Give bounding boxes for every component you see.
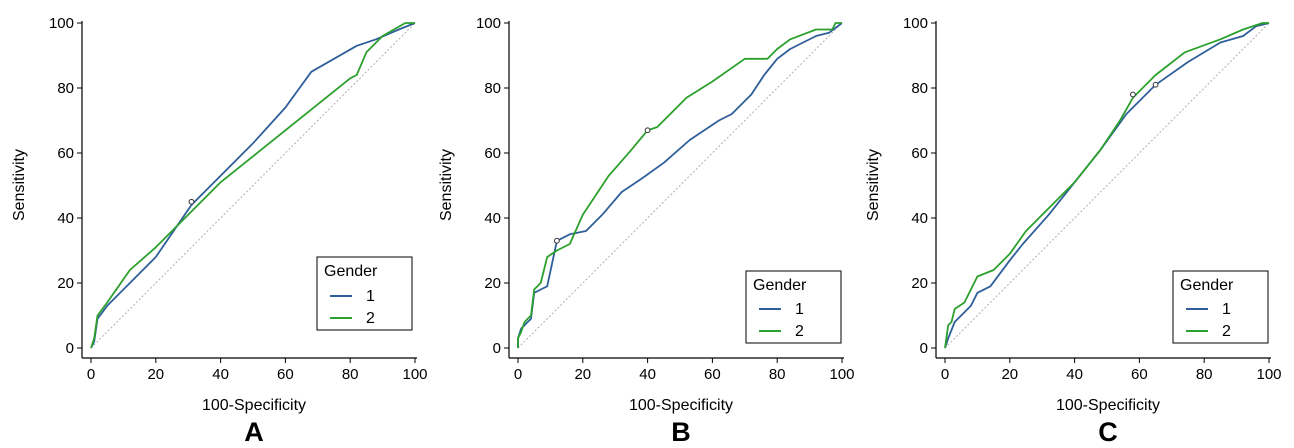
y-tick-label: 40 <box>57 210 74 227</box>
plot-area: 0 20 40 60 80 100 0 20 40 60 80 100 <box>476 15 855 383</box>
reference-diagonal-line <box>944 22 1270 349</box>
legend-label-series-1: 1 <box>366 288 375 305</box>
y-tick-label: 40 <box>911 210 928 227</box>
legend-label-series-2: 2 <box>795 323 804 340</box>
x-tick-label: 80 <box>342 366 359 383</box>
x-axis-title: 100-Specificity <box>629 397 733 414</box>
y-tick-label: 100 <box>476 15 501 32</box>
y-axis-title: Sensitivity <box>865 149 882 221</box>
y-tick-label: 80 <box>484 80 501 97</box>
x-tick-label: 0 <box>514 366 522 383</box>
y-tick-label: 100 <box>49 15 74 32</box>
y-tick-label: 80 <box>57 80 74 97</box>
legend-title: Gender <box>324 263 378 280</box>
x-tick-label: 0 <box>87 366 95 383</box>
x-tick-label: 60 <box>704 366 721 383</box>
y-tick-label: 100 <box>903 15 928 32</box>
x-axis-title: 100-Specificity <box>1056 397 1160 414</box>
legend-title: Gender <box>753 277 807 294</box>
x-tick-label: 100 <box>1256 366 1281 383</box>
cutoff-marker-series-1 <box>553 237 560 244</box>
cutoff-marker-series-1 <box>1152 81 1159 88</box>
x-tick-label: 40 <box>1066 366 1083 383</box>
x-tick-label: 80 <box>1196 366 1213 383</box>
plot-area: 0 20 40 60 80 100 0 20 40 60 80 100 <box>903 15 1282 383</box>
legend: Gender 1 2 <box>745 270 842 344</box>
y-axis-title: Sensitivity <box>11 149 28 221</box>
x-tick-label: 60 <box>1131 366 1148 383</box>
reference-diagonal-line <box>517 22 843 349</box>
panel-letter: B <box>671 417 691 443</box>
cutoff-marker-series-1 <box>188 198 195 205</box>
plot-area: 0 20 40 60 80 100 0 20 40 60 80 100 <box>49 15 428 383</box>
x-tick-label: 20 <box>1001 366 1018 383</box>
x-tick-label: 20 <box>574 366 591 383</box>
roc-curve-series-1 <box>90 22 416 349</box>
cutoff-marker-series-2 <box>644 127 651 134</box>
panel-b: 0 20 40 60 80 100 0 20 40 60 80 100 100-Specificity… <box>438 15 855 447</box>
panel-c: 0 20 40 60 80 100 0 20 40 60 80 100 100-Specificity… <box>865 15 1282 447</box>
y-tick-label: 60 <box>57 145 74 162</box>
x-axis-title: 100-Specificity <box>202 397 306 414</box>
legend-title: Gender <box>1180 277 1234 294</box>
roc-curve-series-2 <box>90 22 415 349</box>
y-tick-label: 60 <box>911 145 928 162</box>
y-tick-label: 0 <box>66 340 74 357</box>
panel-letter: A <box>244 417 264 443</box>
y-tick-label: 40 <box>484 210 501 227</box>
legend-label-series-2: 2 <box>366 310 375 327</box>
panel-a: 0 20 40 60 80 100 0 20 40 60 80 100 100-Specificity… <box>11 15 428 447</box>
y-tick-label: 20 <box>484 275 501 292</box>
y-tick-label: 20 <box>57 275 74 292</box>
legend: Gender 1 2 <box>1172 270 1269 344</box>
roc-curve-series-1 <box>517 22 843 348</box>
y-tick-label: 60 <box>484 145 501 162</box>
reference-diagonal-line <box>90 22 416 349</box>
panel-letter: C <box>1098 417 1118 443</box>
legend-label-series-1: 1 <box>795 301 804 318</box>
roc-curve-series-2 <box>944 22 1269 349</box>
y-tick-label: 0 <box>920 340 928 357</box>
legend-label-series-1: 1 <box>1222 301 1231 318</box>
y-tick-label: 80 <box>911 80 928 97</box>
legend-label-series-2: 2 <box>1222 323 1231 340</box>
x-tick-label: 100 <box>829 366 854 383</box>
x-tick-label: 40 <box>212 366 229 383</box>
x-tick-label: 20 <box>147 366 164 383</box>
x-tick-label: 40 <box>639 366 656 383</box>
x-tick-label: 60 <box>277 366 294 383</box>
y-tick-label: 0 <box>493 340 501 357</box>
roc-curve-series-1 <box>944 22 1270 349</box>
x-tick-label: 80 <box>769 366 786 383</box>
y-tick-label: 20 <box>911 275 928 292</box>
x-tick-label: 100 <box>402 366 427 383</box>
cutoff-marker-series-2 <box>1130 91 1136 98</box>
x-tick-label: 0 <box>941 366 949 383</box>
legend: Gender 1 2 <box>316 256 413 331</box>
y-axis-title: Sensitivity <box>438 149 455 221</box>
roc-curve-series-2 <box>517 22 842 348</box>
